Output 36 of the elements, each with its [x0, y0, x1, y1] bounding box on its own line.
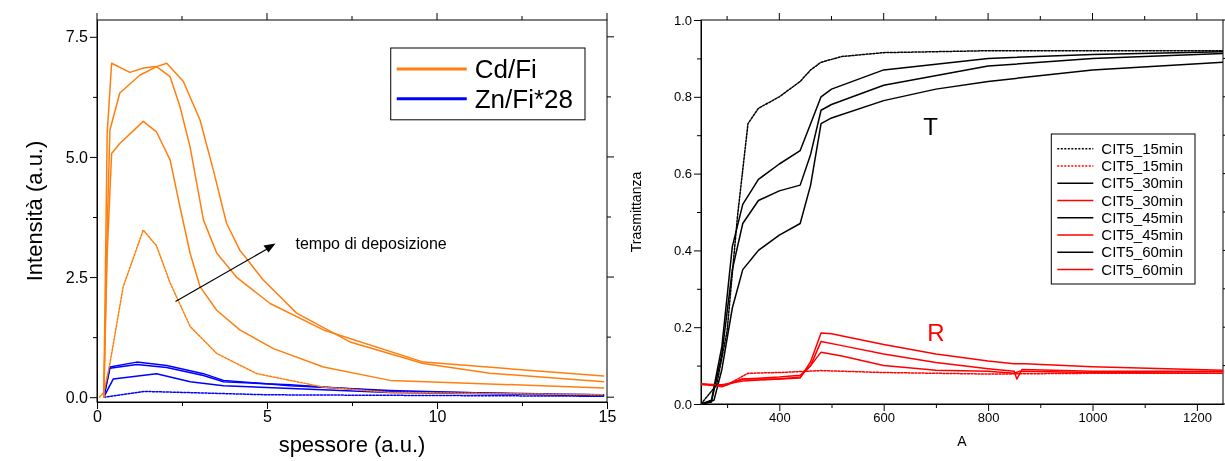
x-tick-label: 600: [873, 410, 896, 426]
legend-label: Cd/Fi: [474, 54, 537, 85]
x-tick-label: 5: [263, 408, 273, 426]
legend-label: CIT5_60min: [1101, 243, 1183, 261]
legend-label: CIT5_45min: [1101, 208, 1183, 226]
y-axis-title: Intensità (a.u.): [22, 140, 47, 282]
y-tick-label: 7.5: [65, 28, 89, 46]
x-tick-label: 800: [977, 410, 1000, 426]
annotation: tempo di deposizione: [295, 235, 447, 253]
legend-label: CIT5_15min: [1101, 139, 1183, 157]
annotation: T: [923, 113, 939, 141]
x-axis-title: spessore (a.u.): [278, 432, 426, 457]
x-tick-label: 1000: [1078, 410, 1108, 426]
x-tick-label: 15: [598, 408, 617, 426]
y-tick-label: 0.6: [673, 166, 692, 182]
legend-label: CIT5_30min: [1101, 191, 1183, 209]
legend-label: Zn/Fi*28: [474, 83, 573, 114]
y-tick-label: 0.2: [673, 319, 692, 335]
annotation: R: [927, 318, 945, 346]
x-tick-label: 1200: [1182, 410, 1212, 426]
x-tick-label: 400: [768, 410, 791, 426]
legend-label: CIT5_30min: [1101, 174, 1183, 192]
legend-label: CIT5_60min: [1101, 260, 1183, 278]
y-tick-label: 0.0: [673, 396, 692, 412]
legend-label: CIT5_45min: [1101, 226, 1183, 244]
legend-label: CIT5_15min: [1101, 157, 1183, 175]
y-tick-label: 1.0: [673, 12, 692, 28]
y-tick-label: 0.4: [673, 243, 692, 259]
x-tick-label: 0: [93, 408, 103, 426]
y-axis-title: Trasmittanza: [628, 171, 644, 253]
x-axis-title: A: [957, 433, 968, 449]
y-tick-label: 0.8: [673, 89, 692, 105]
y-tick-label: 0.0: [65, 388, 89, 406]
y-tick-label: 5.0: [65, 148, 89, 166]
y-tick-label: 2.5: [65, 268, 89, 286]
x-tick-label: 10: [428, 408, 447, 426]
